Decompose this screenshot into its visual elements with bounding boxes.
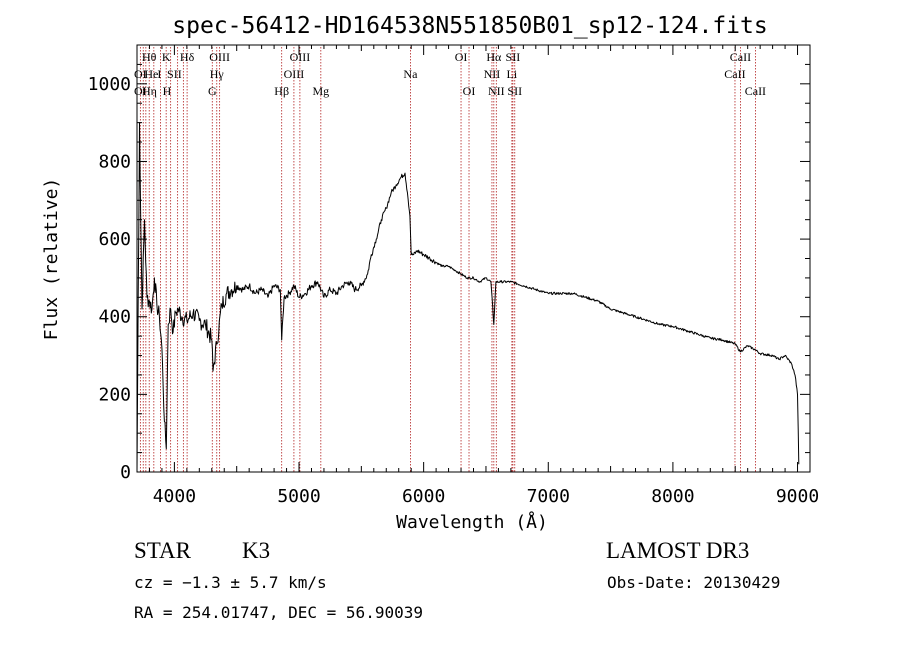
spectrum-line [136, 122, 800, 473]
x-tick-label: 7000 [527, 486, 570, 507]
line-label: Na [403, 67, 418, 81]
object-class: STAR [134, 538, 191, 563]
line-label: OIII [209, 50, 230, 64]
line-label: NII [488, 84, 505, 98]
line-label: SII [167, 67, 182, 81]
line-label: OIII [290, 50, 311, 64]
x-tick-label: 8000 [651, 486, 694, 507]
line-label: SII [506, 50, 521, 64]
line-label: CaII [724, 67, 745, 81]
redshift-info: cz = −1.3 ± 5.7 km/s [134, 573, 327, 592]
line-label: I [157, 67, 161, 81]
line-label: Hθ [142, 50, 157, 64]
line-label: OI [463, 84, 476, 98]
line-label: CaII [730, 50, 751, 64]
line-label: Hη [142, 84, 157, 98]
x-axis: 4000 5000 6000 7000 8000 9000 [148, 45, 819, 507]
y-axis-label: Flux (relative) [41, 178, 62, 341]
line-markers [139, 47, 756, 472]
y-tick-label: 0 [120, 462, 131, 483]
line-label: Hβ [274, 84, 289, 98]
line-label: Hδ [180, 50, 195, 64]
y-tick-label: 600 [98, 229, 131, 250]
x-tick-label: 5000 [277, 486, 320, 507]
line-label: SII [507, 84, 522, 98]
line-labels: Hθ K Hδ OIII OIII OI Hα SII CaII OI He I SII Hγ OIII Na… [134, 50, 766, 98]
line-label: CaII [745, 84, 766, 98]
object-subclass: K3 [242, 538, 271, 563]
x-axis-label: Wavelength (Å) [396, 511, 548, 533]
y-tick-label: 400 [98, 307, 131, 328]
line-label: K [162, 50, 171, 64]
line-label: OIII [284, 67, 305, 81]
line-label: Li [507, 67, 518, 81]
line-label: OI [455, 50, 468, 64]
line-label: H [163, 84, 172, 98]
plot-frame [136, 44, 811, 473]
spectrum-series [136, 122, 800, 473]
chart-title: spec-56412-HD164538N551850B01_sp12-124.f… [172, 13, 767, 39]
line-label: Hγ [210, 67, 225, 81]
y-tick-label: 800 [98, 151, 131, 172]
x-tick-label: 4000 [153, 486, 196, 507]
line-label: G [208, 84, 217, 98]
coordinates: RA = 254.01747, DEC = 56.90039 [134, 603, 423, 622]
x-tick-label: 6000 [402, 486, 445, 507]
line-label: NII [484, 67, 501, 81]
x-tick-label: 9000 [776, 486, 819, 507]
survey-name: LAMOST DR3 [606, 538, 750, 563]
y-tick-label: 1000 [88, 74, 131, 95]
line-label: Hα [486, 50, 502, 64]
line-label: Mg [312, 84, 329, 98]
y-axis: 0 200 400 600 800 1000 [88, 44, 810, 483]
y-tick-label: 200 [98, 384, 131, 405]
observation-date: Obs-Date: 20130429 [607, 573, 781, 592]
line-label: He [144, 67, 158, 81]
